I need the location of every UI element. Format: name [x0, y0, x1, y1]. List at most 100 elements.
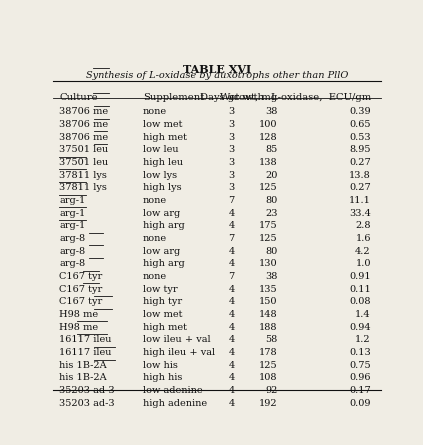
Text: none: none	[143, 272, 167, 281]
Text: 0.27: 0.27	[349, 158, 371, 167]
Text: TABLE XVI: TABLE XVI	[183, 65, 251, 75]
Text: high lys: high lys	[143, 183, 181, 192]
Text: 4: 4	[228, 348, 235, 357]
Text: 58: 58	[265, 336, 277, 344]
Text: Days growth: Days growth	[200, 93, 264, 102]
Text: high arg: high arg	[143, 221, 185, 231]
Text: arg-1: arg-1	[59, 209, 86, 218]
Text: 37501 leu: 37501 leu	[59, 158, 109, 167]
Text: arg-1: arg-1	[59, 196, 86, 205]
Text: 1.0: 1.0	[355, 259, 371, 268]
Text: 35203 ad-3: 35203 ad-3	[59, 386, 115, 395]
Text: 3: 3	[228, 170, 235, 180]
Text: 1.2: 1.2	[355, 336, 371, 344]
Text: his 1B-2A: his 1B-2A	[59, 361, 107, 370]
Text: 4: 4	[228, 247, 235, 256]
Text: 135: 135	[259, 285, 277, 294]
Text: 0.94: 0.94	[349, 323, 371, 332]
Text: 16117 ileu: 16117 ileu	[59, 348, 112, 357]
Text: 0.75: 0.75	[349, 361, 371, 370]
Text: 138: 138	[259, 158, 277, 167]
Text: high ileu + val: high ileu + val	[143, 348, 215, 357]
Text: high arg: high arg	[143, 259, 185, 268]
Text: 3: 3	[228, 120, 235, 129]
Text: 175: 175	[259, 221, 277, 231]
Text: 2.8: 2.8	[355, 221, 371, 231]
Text: 128: 128	[259, 133, 277, 142]
Text: none: none	[143, 196, 167, 205]
Text: 23: 23	[265, 209, 277, 218]
Text: 0.27: 0.27	[349, 183, 371, 192]
Text: low met: low met	[143, 310, 183, 319]
Text: arg-8: arg-8	[59, 247, 85, 256]
Text: 37811 lys: 37811 lys	[59, 170, 107, 180]
Text: 0.17: 0.17	[349, 386, 371, 395]
Text: 38: 38	[265, 107, 277, 116]
Text: 0.91: 0.91	[349, 272, 371, 281]
Text: 188: 188	[259, 323, 277, 332]
Text: 3: 3	[228, 183, 235, 192]
Text: 16117 ileu: 16117 ileu	[59, 336, 112, 344]
Text: H98 me: H98 me	[59, 310, 99, 319]
Text: 108: 108	[259, 373, 277, 382]
Text: high tyr: high tyr	[143, 297, 182, 306]
Text: C167 tyr: C167 tyr	[59, 285, 103, 294]
Text: 4: 4	[228, 221, 235, 231]
Text: 100: 100	[259, 120, 277, 129]
Text: Supplement: Supplement	[143, 93, 204, 102]
Text: 192: 192	[259, 399, 277, 408]
Text: 38706 me: 38706 me	[59, 107, 109, 116]
Text: 0.39: 0.39	[349, 107, 371, 116]
Text: arg-8: arg-8	[59, 234, 85, 243]
Text: high met: high met	[143, 133, 187, 142]
Text: 80: 80	[265, 247, 277, 256]
Text: 0.09: 0.09	[349, 399, 371, 408]
Text: 7: 7	[228, 234, 235, 243]
Text: low arg: low arg	[143, 209, 180, 218]
Text: 4: 4	[228, 310, 235, 319]
Text: 4: 4	[228, 336, 235, 344]
Text: 4: 4	[228, 285, 235, 294]
Text: 92: 92	[265, 386, 277, 395]
Text: high met: high met	[143, 323, 187, 332]
Text: high his: high his	[143, 373, 182, 382]
Text: 148: 148	[259, 310, 277, 319]
Text: 3: 3	[228, 158, 235, 167]
Text: H98 me: H98 me	[59, 323, 99, 332]
Text: 125: 125	[259, 183, 277, 192]
Text: high adenine: high adenine	[143, 399, 207, 408]
Text: 38706 me: 38706 me	[59, 120, 109, 129]
Text: 3: 3	[228, 107, 235, 116]
Text: low lys: low lys	[143, 170, 177, 180]
Text: 37501 leu: 37501 leu	[59, 145, 109, 154]
Text: Synthesis of L-oxidase by auxotrophs other than PllO: Synthesis of L-oxidase by auxotrophs oth…	[85, 71, 348, 80]
Text: low his: low his	[143, 361, 178, 370]
Text: 11.1: 11.1	[349, 196, 371, 205]
Text: 4.2: 4.2	[355, 247, 371, 256]
Text: Culture: Culture	[59, 93, 98, 102]
Text: 0.08: 0.08	[349, 297, 371, 306]
Text: Wet wt, mg: Wet wt, mg	[220, 93, 277, 102]
Text: low arg: low arg	[143, 247, 180, 256]
Text: high leu: high leu	[143, 158, 183, 167]
Text: 33.4: 33.4	[349, 209, 371, 218]
Text: L-oxidase,  ECU/gm: L-oxidase, ECU/gm	[271, 93, 371, 102]
Text: low adenine: low adenine	[143, 386, 203, 395]
Text: 7: 7	[228, 272, 235, 281]
Text: 1.4: 1.4	[355, 310, 371, 319]
Text: 4: 4	[228, 323, 235, 332]
Text: C167 tyr: C167 tyr	[59, 272, 103, 281]
Text: 4: 4	[228, 297, 235, 306]
Text: 4: 4	[228, 259, 235, 268]
Text: 0.96: 0.96	[349, 373, 371, 382]
Text: 0.65: 0.65	[349, 120, 371, 129]
Text: 7: 7	[228, 196, 235, 205]
Text: 80: 80	[265, 196, 277, 205]
Text: low leu: low leu	[143, 145, 179, 154]
Text: 4: 4	[228, 209, 235, 218]
Text: 0.11: 0.11	[349, 285, 371, 294]
Text: 4: 4	[228, 399, 235, 408]
Text: 125: 125	[259, 361, 277, 370]
Text: his 1B-2A: his 1B-2A	[59, 373, 107, 382]
Text: 130: 130	[259, 259, 277, 268]
